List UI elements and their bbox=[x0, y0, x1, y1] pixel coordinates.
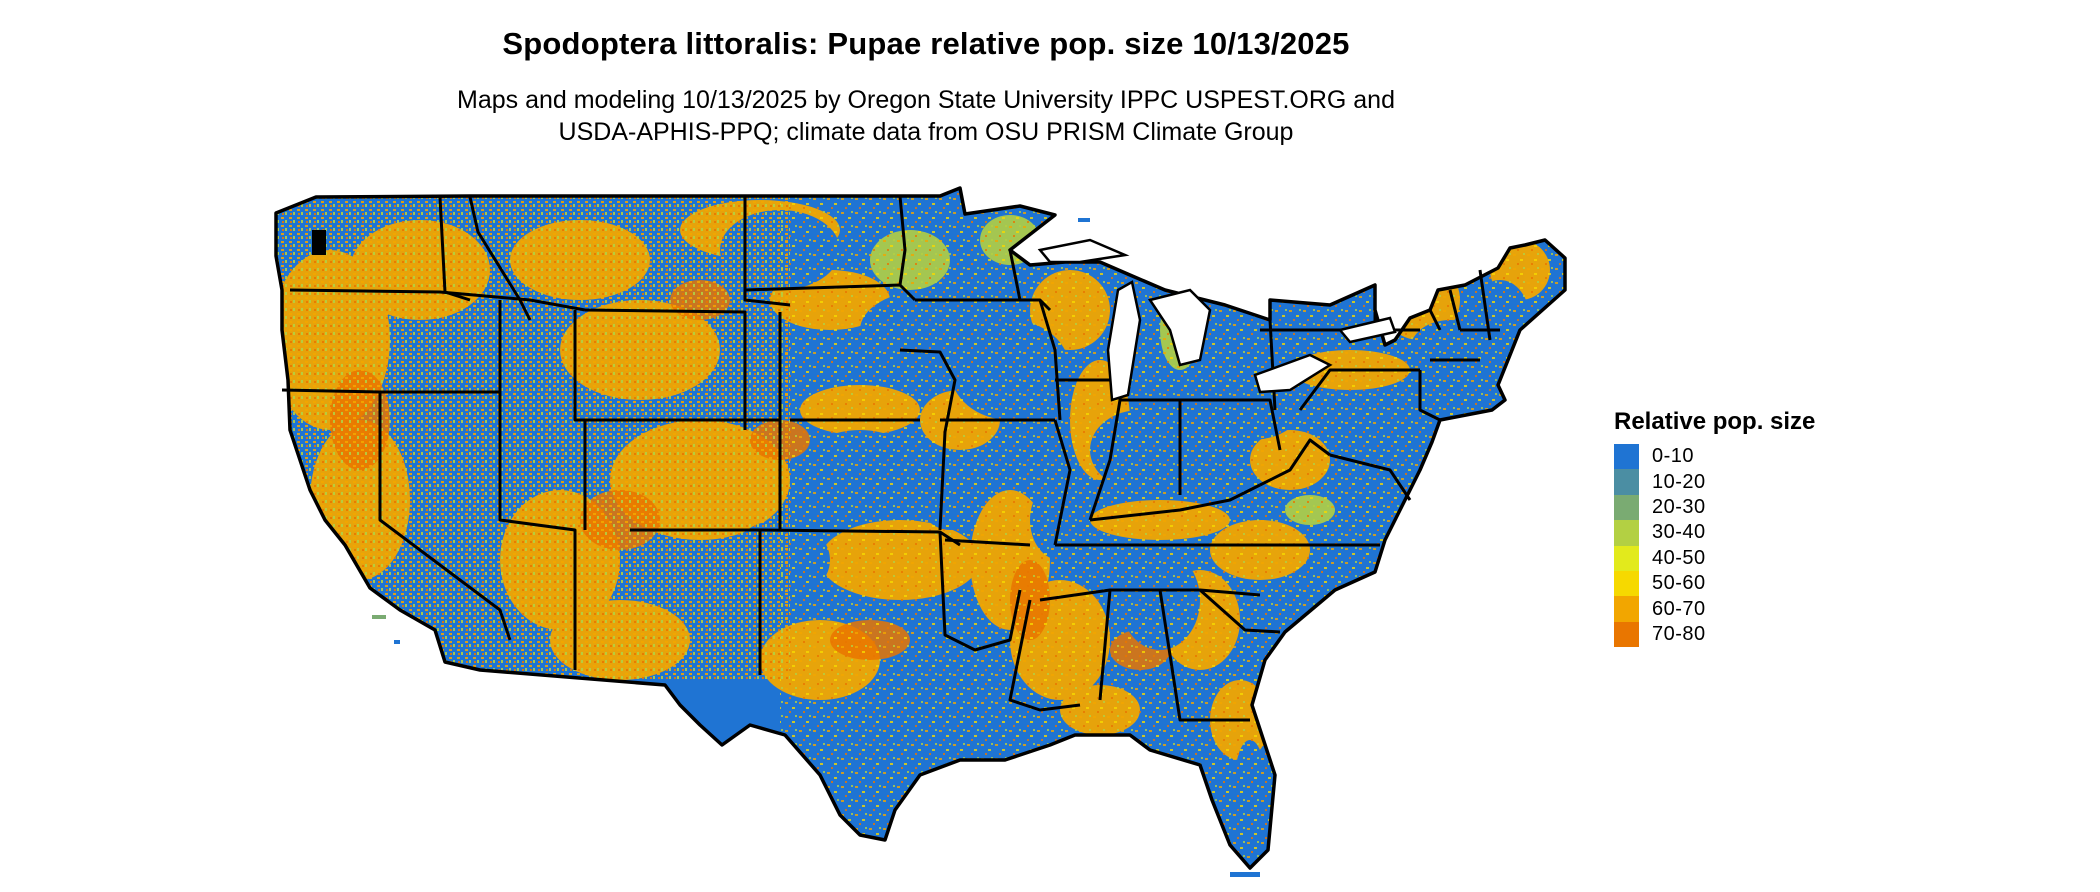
map-subtitle: Maps and modeling 10/13/2025 by Oregon S… bbox=[0, 84, 1852, 148]
legend-label: 70-80 bbox=[1652, 622, 1706, 645]
legend-item: 20-30 bbox=[1614, 494, 1815, 521]
map-legend: Relative pop. size 0-10 10-20 20-30 30-40 40… bbox=[1614, 408, 1816, 648]
legend-items: 0-10 10-20 20-30 30-40 40-50 50-60 60-70 70-80 bbox=[1614, 444, 1815, 648]
legend-swatch bbox=[1614, 494, 1639, 521]
legend-swatch bbox=[1614, 444, 1639, 470]
legend-label: 20-30 bbox=[1652, 495, 1706, 518]
subtitle-line-1: Maps and modeling 10/13/2025 by Oregon S… bbox=[457, 86, 1395, 114]
legend-swatch bbox=[1614, 621, 1639, 648]
coastal-islands bbox=[312, 218, 1260, 877]
great-lakes bbox=[1037, 238, 1397, 402]
legend-label: 30-40 bbox=[1652, 521, 1706, 544]
legend-item: 70-80 bbox=[1614, 621, 1815, 648]
legend-label: 50-60 bbox=[1652, 572, 1706, 595]
legend-item: 50-60 bbox=[1614, 570, 1815, 597]
legend-swatch bbox=[1614, 520, 1639, 546]
legend-swatch bbox=[1614, 545, 1639, 571]
legend-swatch bbox=[1614, 596, 1639, 622]
legend-title: Relative pop. size bbox=[1614, 408, 1816, 435]
legend-item: 0-10 bbox=[1614, 444, 1815, 470]
legend-swatch bbox=[1614, 570, 1639, 597]
legend-label: 0-10 bbox=[1652, 445, 1695, 468]
legend-item: 10-20 bbox=[1614, 469, 1815, 495]
legend-item: 30-40 bbox=[1614, 520, 1815, 546]
legend-item: 40-50 bbox=[1614, 545, 1815, 571]
population-heatmap bbox=[276, 190, 1565, 868]
legend-label: 10-20 bbox=[1652, 470, 1706, 493]
legend-label: 40-50 bbox=[1652, 546, 1706, 569]
legend-label: 60-70 bbox=[1652, 597, 1706, 620]
legend-swatch bbox=[1614, 469, 1639, 495]
map-title: Spodoptera littoralis: Pupae relative po… bbox=[502, 26, 1350, 61]
legend-item: 60-70 bbox=[1614, 596, 1815, 622]
subtitle-line-2: USDA-APHIS-PPQ; climate data from OSU PR… bbox=[558, 118, 1294, 146]
